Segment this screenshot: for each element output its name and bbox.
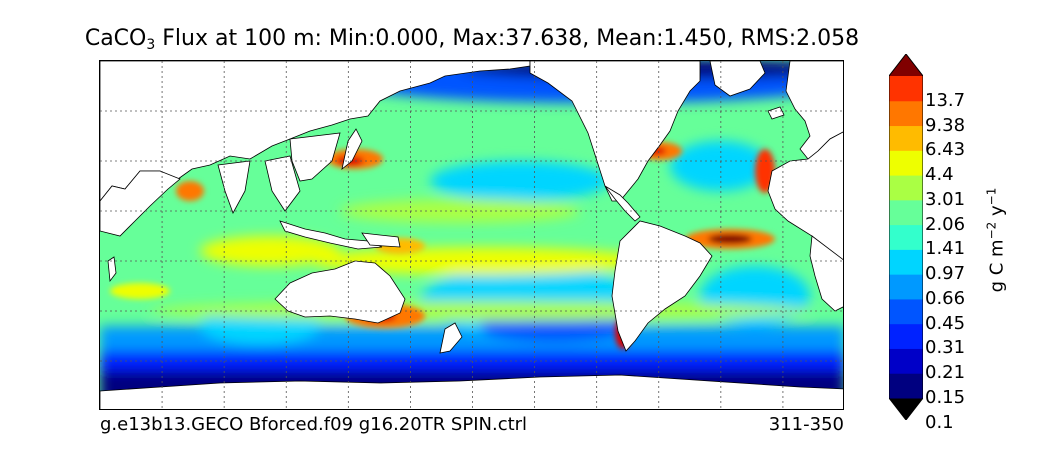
madagascar-land xyxy=(107,256,117,283)
units-mid: y xyxy=(986,205,1008,222)
colorbar-tick-label: 1.41 xyxy=(925,238,966,260)
run-identifier: g.e13b13.GECO Bforced.f09 g16.20TR SPIN.… xyxy=(100,414,528,435)
south-america-land xyxy=(611,220,713,352)
equatorial-indian-yellow xyxy=(200,236,340,266)
north-atlantic-cyan xyxy=(670,141,770,191)
japan-land xyxy=(341,128,363,171)
colorbar-tick-label: 0.66 xyxy=(925,287,966,309)
southeast-asia-land xyxy=(264,155,301,212)
indonesia-land xyxy=(279,220,383,250)
units-exp-time: −1 xyxy=(984,187,999,206)
central-america-land xyxy=(604,185,641,222)
colorbar-extend-high xyxy=(889,54,923,76)
land-masses xyxy=(100,61,843,409)
colorbar-tick-label: 0.31 xyxy=(925,337,966,359)
title-rest: Flux at 100 m: Min:0.000, Max:37.638, Me… xyxy=(155,26,860,51)
benguela-core xyxy=(708,234,752,244)
year-range: 311-350 xyxy=(768,414,844,435)
colorbar-segment xyxy=(889,100,923,127)
figure-title: CaCO3 Flux at 100 m: Min:0.000, Max:37.6… xyxy=(0,26,944,53)
units-exp-area: −2 xyxy=(984,221,999,240)
indian-ocean-south-hotspot xyxy=(110,283,170,299)
title-subscript: 3 xyxy=(146,37,156,53)
colorbar-tick-label: 6.43 xyxy=(925,139,966,161)
colorbar-tick-label: 0.97 xyxy=(925,263,966,285)
antarctica-land xyxy=(100,374,843,409)
colorbar-tick-label: 4.4 xyxy=(925,164,954,186)
colorbar-tick-label: 0.45 xyxy=(925,312,966,334)
arabian-hotspot xyxy=(176,181,204,201)
colorbar-tick-label: 0.1 xyxy=(925,411,954,433)
colorbar-tick-label: 9.38 xyxy=(925,114,966,136)
colorbar-tick-label: 0.15 xyxy=(925,387,966,408)
colorbar-tick-label: 13.7 xyxy=(925,89,966,111)
graticule xyxy=(100,61,843,409)
colorbar-segment xyxy=(889,175,923,201)
colorbar-segment xyxy=(889,249,923,275)
colorbar-tick-label: 0.21 xyxy=(925,362,966,384)
colorbar-segment xyxy=(889,298,923,325)
colorbar-segment xyxy=(889,150,923,176)
colorbar-tick-label: 2.06 xyxy=(925,213,966,235)
north-pacific-cyan xyxy=(430,161,610,201)
title-prefix: CaCO xyxy=(84,26,147,51)
colorbar xyxy=(889,54,923,420)
colorbar-segment xyxy=(889,76,923,102)
colorbar-segment xyxy=(889,125,923,151)
colorbar-segment xyxy=(889,373,923,399)
colorbar-tick-label: 3.01 xyxy=(925,188,966,210)
australia-land xyxy=(274,260,406,324)
colorbar-extend-low xyxy=(889,398,923,420)
new-zealand-land xyxy=(439,322,463,354)
colorbar-segment xyxy=(889,199,923,226)
colorbar-segment xyxy=(889,323,923,349)
new-guinea-land xyxy=(361,232,401,248)
ocean-flux-map xyxy=(100,61,843,409)
colorbar-segment xyxy=(889,274,923,300)
south-africa-land xyxy=(809,235,843,312)
iceland-land xyxy=(767,106,785,120)
africa-arabia-land xyxy=(100,170,181,237)
greenland-land xyxy=(709,61,766,97)
colorbar-tick-labels: 13.7 9.38 6.43 4.4 3.01 2.06 1.41 0.97 0.66 0.45 0… xyxy=(925,58,985,431)
colorbar-segment xyxy=(889,224,923,250)
colorbar-units-label: g C m−2 y−1 xyxy=(985,188,1008,293)
colorbar-segment xyxy=(889,348,923,374)
units-base: g C m xyxy=(986,239,1008,293)
europe-land xyxy=(785,61,843,160)
north-america-land xyxy=(529,61,701,202)
map-panel xyxy=(99,60,844,410)
